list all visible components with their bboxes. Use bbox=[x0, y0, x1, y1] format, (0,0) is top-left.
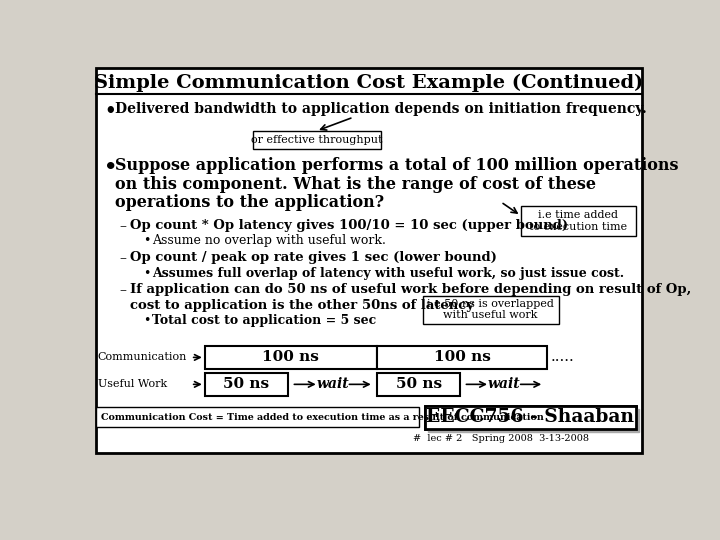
Text: •: • bbox=[104, 102, 116, 120]
Text: If application can do 50 ns of useful work before depending on result of Op,: If application can do 50 ns of useful wo… bbox=[130, 284, 691, 296]
Text: •: • bbox=[143, 267, 150, 280]
Text: Useful Work: Useful Work bbox=[98, 379, 167, 389]
Bar bbox=[253, 131, 381, 150]
Bar bbox=[423, 296, 559, 323]
Text: –: – bbox=[120, 284, 127, 298]
Text: Assumes full overlap of latency with useful work, so just issue cost.: Assumes full overlap of latency with use… bbox=[152, 267, 624, 280]
Text: Communication: Communication bbox=[98, 353, 187, 362]
Text: #  lec # 2   Spring 2008  3-13-2008: # lec # 2 Spring 2008 3-13-2008 bbox=[413, 434, 589, 443]
Bar bbox=[377, 346, 547, 369]
Bar bbox=[428, 409, 639, 432]
Text: Assume no overlap with useful work.: Assume no overlap with useful work. bbox=[152, 234, 386, 247]
Text: •: • bbox=[143, 314, 150, 327]
Text: 50 ns: 50 ns bbox=[223, 377, 269, 392]
Text: 50 ns: 50 ns bbox=[395, 377, 441, 392]
Text: •: • bbox=[104, 157, 117, 177]
Text: EECC756 - Shaaban: EECC756 - Shaaban bbox=[426, 408, 634, 427]
Text: Op count / peak op rate gives 1 sec (lower bound): Op count / peak op rate gives 1 sec (low… bbox=[130, 251, 498, 264]
Text: .....: ..... bbox=[551, 350, 575, 365]
Text: cost to application is the other 50ns of latency: cost to application is the other 50ns of… bbox=[130, 299, 474, 312]
Bar bbox=[96, 408, 418, 428]
Text: 100 ns: 100 ns bbox=[433, 350, 490, 365]
Bar bbox=[204, 373, 289, 396]
Bar bbox=[377, 373, 461, 396]
Text: •: • bbox=[143, 234, 150, 247]
Text: i.e 50 ns is overlapped
with useful work: i.e 50 ns is overlapped with useful work bbox=[427, 299, 554, 320]
Bar bbox=[521, 206, 636, 236]
Text: Communication Cost = Time added to execution time as a result of communication: Communication Cost = Time added to execu… bbox=[101, 413, 544, 422]
Text: or effective throughput: or effective throughput bbox=[251, 135, 382, 145]
Bar bbox=[425, 406, 636, 429]
Text: Delivered bandwidth to application depends on initiation frequency.: Delivered bandwidth to application depen… bbox=[114, 102, 647, 116]
Text: wait: wait bbox=[316, 377, 349, 392]
Text: Total cost to application = 5 sec: Total cost to application = 5 sec bbox=[152, 314, 377, 327]
Text: operations to the application?: operations to the application? bbox=[114, 194, 384, 211]
Text: wait: wait bbox=[487, 377, 520, 392]
Text: Op count * Op latency gives 100/10 = 10 sec (upper bound): Op count * Op latency gives 100/10 = 10 … bbox=[130, 219, 568, 232]
Text: i.e time added
to execution time: i.e time added to execution time bbox=[529, 210, 627, 232]
Text: 100 ns: 100 ns bbox=[262, 350, 319, 365]
Text: –: – bbox=[120, 219, 127, 233]
Text: Simple Communication Cost Example (Continued): Simple Communication Cost Example (Conti… bbox=[94, 74, 644, 92]
Text: on this component. What is the range of cost of these: on this component. What is the range of … bbox=[114, 176, 596, 193]
Text: Suppose application performs a total of 100 million operations: Suppose application performs a total of … bbox=[114, 157, 678, 174]
Bar bbox=[204, 346, 377, 369]
Text: –: – bbox=[120, 251, 127, 265]
Bar bbox=[425, 406, 636, 429]
